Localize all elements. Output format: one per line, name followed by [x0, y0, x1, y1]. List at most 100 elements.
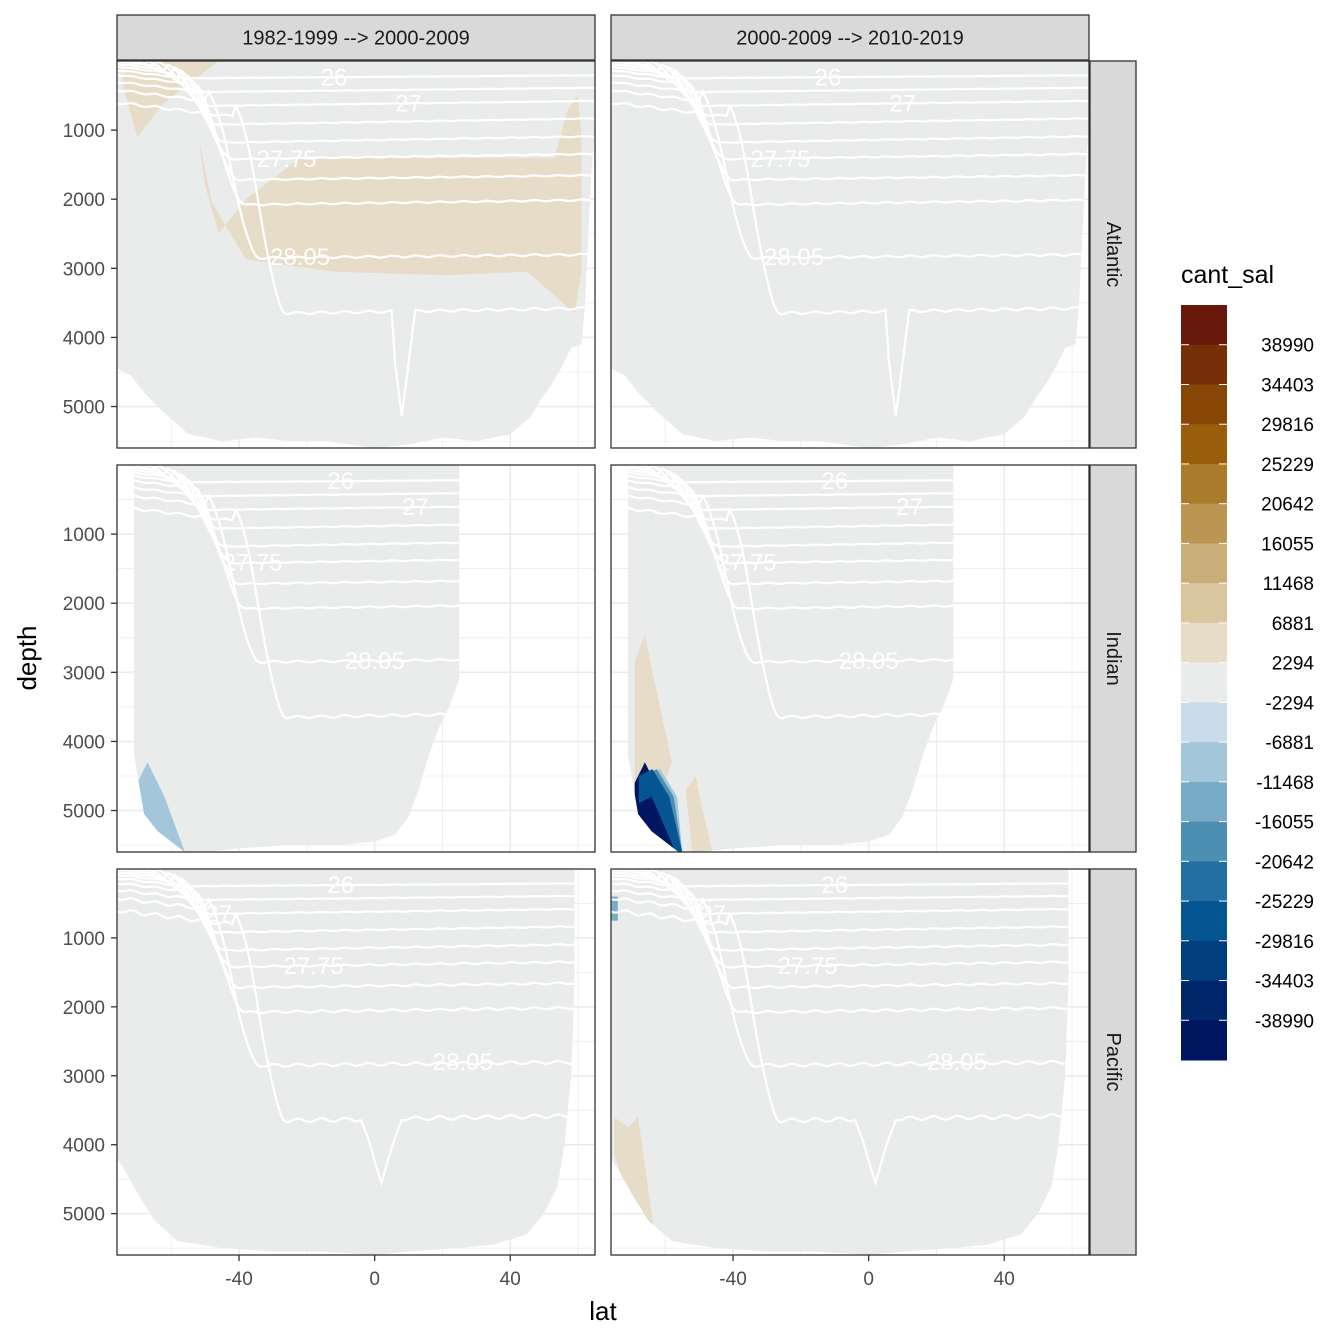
strip-label: Indian	[1102, 631, 1124, 686]
legend-color-bin	[1181, 384, 1227, 425]
legend-label: 20642	[1261, 495, 1314, 516]
isopycnal-line	[117, 65, 595, 144]
anomaly-region	[611, 896, 618, 921]
isopycnal-line	[117, 68, 595, 161]
isopycnal-line	[611, 869, 1069, 902]
isopycnal-line	[628, 469, 954, 548]
legend-color-bin	[1181, 901, 1227, 942]
x-tick-label: 40	[500, 1269, 521, 1290]
isopycnal-line	[134, 505, 460, 720]
contour-label: 28.05	[345, 648, 405, 675]
row-strip-pacific: Pacific	[1089, 868, 1137, 1256]
strip-background	[1089, 60, 1137, 449]
isopycnal-line	[628, 465, 954, 484]
anomaly-region	[198, 95, 582, 314]
legend-label: 6881	[1272, 614, 1314, 635]
y-tick-label: 3000	[63, 663, 105, 684]
legend-label: 11468	[1263, 574, 1314, 595]
contour-label: 27.75	[256, 146, 316, 173]
legend-color-bin	[1181, 583, 1227, 624]
legend-color-bin	[1181, 463, 1227, 505]
isopycnal-line	[117, 889, 575, 1015]
contour-label: 27	[402, 494, 429, 521]
isopycnal-line	[117, 873, 575, 952]
legend-color-bin	[1181, 662, 1227, 703]
isopycnal-line	[117, 869, 575, 902]
isopycnal-line	[611, 89, 1089, 260]
y-axis-pacific: 1000 2000 3000 4000 5000	[63, 929, 117, 1226]
legend-color-bin	[1181, 821, 1227, 862]
strip-background	[610, 14, 1090, 61]
legend-color-bin	[1181, 622, 1227, 664]
isopycnal-line	[611, 873, 1069, 952]
isopycnal-line	[117, 101, 595, 417]
strip-label: 1982-1999 --> 2000-2009	[242, 28, 469, 50]
legend-label: -38990	[1255, 1011, 1314, 1032]
legend-color-bin	[1181, 861, 1227, 902]
y-tick-label: 2000	[63, 190, 105, 211]
contour-label: 28.05	[927, 1049, 987, 1076]
isopycnal-line	[611, 869, 1069, 888]
contour-label: 27	[395, 90, 422, 117]
legend-color-bin	[1181, 742, 1227, 783]
legend-color-bin	[1181, 543, 1227, 584]
anomaly-region	[685, 776, 713, 852]
legend-color-bin	[1181, 940, 1227, 982]
strip-label: 2000-2009 --> 2010-2019	[736, 28, 963, 50]
y-tick-label: 1000	[63, 525, 105, 546]
legend-label: 16055	[1261, 534, 1314, 555]
contour-label: 26	[327, 872, 354, 899]
panel-border	[610, 868, 1090, 1256]
strip-label: Pacific	[1102, 1033, 1124, 1092]
x-tick-label: -40	[719, 1269, 746, 1290]
y-tick-label: 5000	[63, 802, 105, 823]
y-axis-title: depth	[12, 625, 42, 690]
y-tick-label: 5000	[63, 1205, 105, 1226]
y-tick-label: 4000	[63, 1136, 105, 1157]
legend-color-bin	[1181, 781, 1227, 823]
legend-color-bin	[1181, 424, 1227, 465]
panel-border	[116, 868, 596, 1256]
isopycnal-line	[134, 478, 460, 586]
legend-label: 34403	[1261, 375, 1314, 396]
legend-color-bin	[1181, 344, 1227, 385]
y-tick-label: 2000	[63, 594, 105, 615]
anomaly-region	[614, 1117, 656, 1238]
x-tick-label: 0	[369, 1269, 380, 1290]
panel-border	[610, 464, 1090, 853]
isopycnal-line	[611, 65, 1089, 144]
contour-label: 28.05	[764, 244, 824, 271]
strip-background	[1089, 464, 1137, 853]
contour-label: 27.75	[750, 146, 810, 173]
isopycnal-line	[611, 897, 1069, 1068]
legend-label: -34403	[1255, 972, 1314, 993]
y-axis-atlantic: 1000 2000 3000 4000 5000	[63, 121, 117, 419]
contour-label: 27.75	[778, 953, 838, 980]
contour-label: 26	[327, 468, 354, 495]
column-strip-2: 2000-2009 --> 2010-2019	[610, 14, 1090, 61]
isopycnal-line	[628, 472, 954, 565]
panel-border	[116, 60, 596, 449]
contour-label: 27	[889, 90, 916, 117]
x-axis-1: -40 0 40	[225, 1255, 521, 1290]
isopycnal-line	[117, 74, 595, 182]
section-fill	[611, 61, 1089, 448]
isopycnal-line	[611, 81, 1089, 207]
section-fill	[628, 465, 954, 852]
isopycnal-line	[611, 68, 1089, 161]
contour-label: 28.05	[433, 1049, 493, 1076]
column-strip-1: 1982-1999 --> 2000-2009	[116, 14, 596, 61]
isopycnal-line	[134, 472, 460, 565]
y-tick-label: 1000	[63, 121, 105, 142]
contour-label: 26	[821, 468, 848, 495]
x-tick-label: 40	[994, 1269, 1015, 1290]
x-tick-label: 0	[863, 1269, 874, 1290]
legend-label: -29816	[1255, 932, 1314, 953]
